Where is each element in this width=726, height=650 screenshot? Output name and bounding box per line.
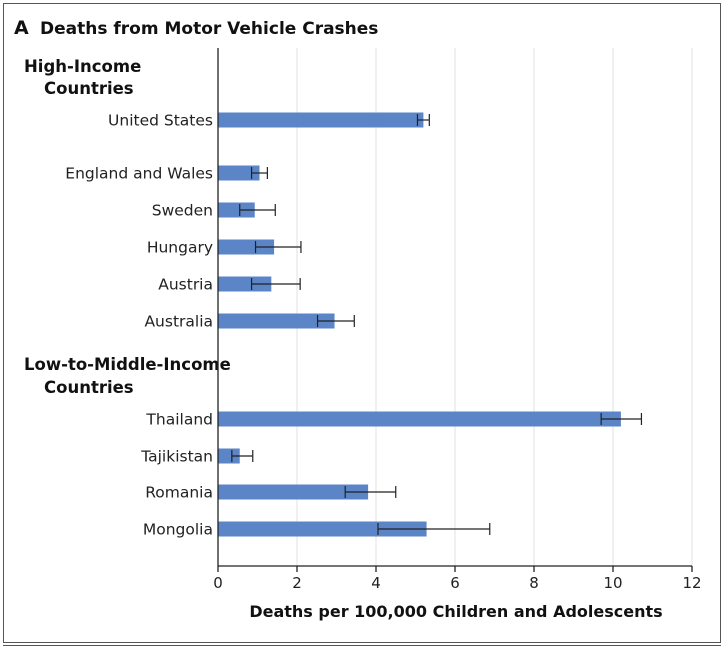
x-tick-label-8: 8 (529, 574, 539, 592)
category-label-romania: Romania (145, 484, 213, 502)
category-label-united-states: United States (108, 112, 213, 130)
error-bar-mongolia (377, 523, 491, 535)
group-label: Countries (44, 79, 134, 98)
group-label: High-Income (24, 57, 141, 76)
error-bar-austria (250, 278, 301, 290)
group-label: Countries (44, 378, 134, 397)
panel-letter: A (14, 17, 29, 39)
bar-united-states (218, 112, 424, 128)
error-bar-united-states (416, 114, 430, 126)
category-label-sweden: Sweden (152, 202, 213, 220)
x-tick-label-4: 4 (371, 574, 381, 592)
bar-romania (218, 484, 369, 500)
category-label-tajikistan: Tajikistan (140, 448, 213, 466)
error-bar-romania (344, 486, 397, 498)
x-tick-label-12: 12 (682, 574, 701, 592)
bar-austria (218, 276, 272, 292)
category-label-austria: Austria (158, 276, 213, 294)
bar-tajikistan (218, 448, 240, 464)
bar-mongolia (218, 521, 427, 537)
x-tick-label-0: 0 (213, 574, 223, 592)
error-bar-sweden (239, 204, 276, 216)
bar-sweden (218, 202, 255, 218)
bar-england-and-wales (218, 165, 260, 181)
category-label-england-and-wales: England and Wales (65, 165, 213, 183)
x-axis-label: Deaths per 100,000 Children and Adolesce… (249, 602, 662, 621)
category-label-australia: Australia (144, 313, 213, 331)
x-tick-label-2: 2 (292, 574, 302, 592)
group-label: Low-to-Middle-Income (24, 355, 231, 374)
category-label-thailand: Thailand (145, 411, 213, 429)
error-bar-thailand (600, 413, 643, 425)
error-bar-tajikistan (231, 450, 254, 462)
x-tick-label-10: 10 (603, 574, 622, 592)
chart-title: Deaths from Motor Vehicle Crashes (40, 19, 378, 39)
error-bar-england-and-wales (250, 167, 268, 179)
category-label-mongolia: Mongolia (143, 521, 213, 539)
bar-thailand (218, 411, 621, 427)
x-tick-label-6: 6 (450, 574, 460, 592)
bar-hungary (218, 239, 275, 255)
bottom-divider (3, 645, 721, 646)
category-label-hungary: Hungary (147, 239, 213, 257)
error-bar-hungary (254, 241, 302, 253)
error-bar-australia (316, 315, 355, 327)
bar-australia (218, 313, 335, 329)
